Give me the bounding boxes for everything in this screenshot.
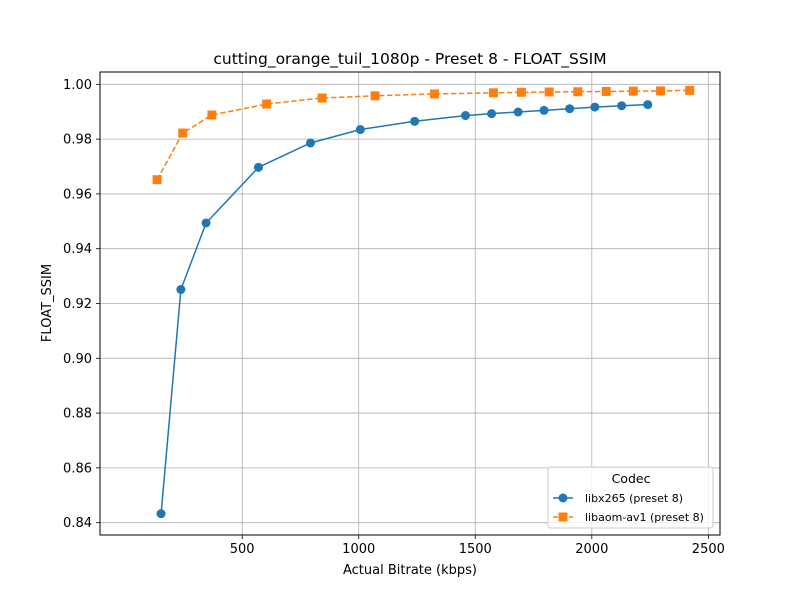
data-point-libaom-av1 [370, 91, 380, 101]
x-tick-label: 500 [230, 542, 255, 557]
data-point-libaom-av1 [601, 86, 611, 96]
data-point-libaom-av1 [262, 99, 272, 109]
y-tick-label: 0.98 [63, 133, 92, 148]
y-tick-label: 0.94 [63, 242, 92, 257]
legend: Codec libx265 (preset 8) libaom-av1 (pre… [547, 466, 714, 529]
data-point-libx265 [487, 109, 497, 119]
y-tick-label: 0.96 [63, 187, 92, 202]
y-tick-label: 0.92 [63, 297, 92, 312]
data-point-libaom-av1 [628, 86, 638, 96]
axis-ticks: 500 1000 1500 2000 2500 0.84 0.86 0.88 0.90 0.92 0… [63, 78, 725, 557]
legend-label-libaom: libaom-av1 (preset 8) [585, 511, 704, 524]
x-tick-label: 2000 [575, 542, 608, 557]
legend-title: Codec [612, 471, 651, 486]
y-tick-label: 0.90 [63, 352, 92, 367]
series-line-libaom-av1 [156, 89, 690, 181]
data-point-libaom-av1 [178, 128, 188, 138]
x-tick-label: 1500 [459, 542, 492, 557]
grid [100, 72, 720, 535]
y-tick-label: 0.88 [63, 407, 92, 422]
data-point-libaom-av1 [152, 175, 162, 185]
data-point-libx265 [253, 162, 263, 172]
data-point-libaom-av1 [429, 89, 439, 99]
y-axis-label: FLOAT_SSIM [40, 264, 55, 342]
series-line-libx265 [160, 103, 648, 514]
data-point-libx265 [539, 105, 549, 115]
legend-box [547, 466, 714, 529]
data-point-libx265 [617, 101, 627, 111]
legend-label-libx265: libx265 (preset 8) [585, 492, 683, 505]
data-point-libx265 [460, 111, 470, 121]
data-point-libx265 [305, 138, 315, 148]
data-point-libx265 [643, 100, 653, 110]
legend-marker-libx265 [558, 493, 568, 503]
y-tick-label: 1.00 [63, 78, 92, 93]
data-point-libaom-av1 [207, 110, 217, 120]
data-point-libaom-av1 [317, 93, 327, 103]
chart-title: cutting_orange_tuil_1080p - Preset 8 - F… [213, 50, 606, 69]
data-point-libx265 [590, 102, 600, 112]
data-point-libaom-av1 [544, 87, 554, 97]
data-point-libx265 [513, 107, 523, 117]
x-axis-label: Actual Bitrate (kbps) [343, 563, 477, 578]
y-tick-label: 0.84 [63, 516, 92, 531]
x-tick-label: 1000 [342, 542, 375, 557]
data-point-libx265 [176, 285, 186, 295]
data-point-libx265 [565, 104, 575, 114]
data-point-libx265 [410, 116, 420, 126]
data-point-libaom-av1 [516, 87, 526, 97]
data-point-libaom-av1 [685, 85, 695, 95]
data-point-libaom-av1 [488, 88, 498, 98]
y-tick-label: 0.86 [63, 461, 92, 476]
data-point-libx265 [156, 509, 166, 519]
legend-marker-libaom [558, 512, 568, 522]
data-point-libx265 [355, 125, 365, 135]
data-point-libaom-av1 [573, 87, 583, 97]
data-point-libx265 [201, 218, 211, 228]
x-tick-label: 2500 [692, 542, 725, 557]
series-plot-area [152, 85, 695, 519]
data-point-libaom-av1 [656, 86, 666, 96]
